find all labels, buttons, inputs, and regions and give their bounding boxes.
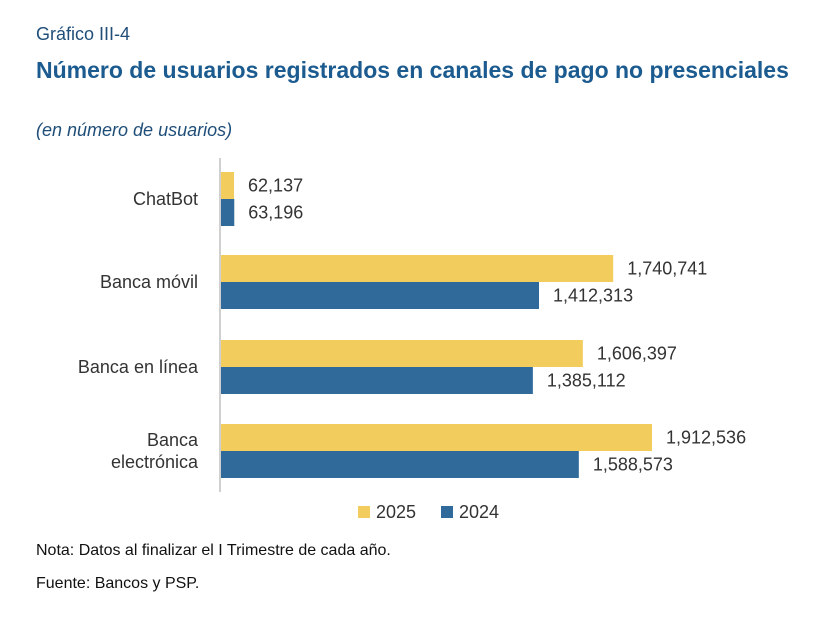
- data-label: 1,740,741: [627, 259, 707, 279]
- chart-number: Gráfico III-4: [36, 24, 131, 44]
- bar-2024: [220, 199, 235, 226]
- chart-title: Número de usuarios registrados en canale…: [36, 57, 789, 83]
- bar-2024: [220, 367, 533, 394]
- data-label: 1,588,573: [593, 455, 673, 475]
- category-label: Banca electrónica: [111, 430, 199, 472]
- legend-swatch-2025: [358, 506, 370, 518]
- bar-2025: [220, 340, 583, 367]
- bar-2024: [220, 451, 579, 478]
- data-label: 63,196: [248, 203, 303, 223]
- legend-label: 2025: [376, 502, 416, 522]
- data-label: 1,912,536: [666, 428, 746, 448]
- legend-swatch-2024: [441, 506, 453, 518]
- bar-2025: [220, 424, 652, 451]
- bar-2025: [220, 172, 235, 199]
- data-label: 1,412,313: [553, 286, 633, 306]
- legend-label: 2024: [459, 502, 499, 522]
- chart-subtitle: (en número de usuarios): [36, 120, 233, 140]
- chart-source: Fuente: Bancos y PSP.: [36, 575, 200, 592]
- category-label: Banca móvil: [100, 272, 198, 292]
- category-label: ChatBot: [133, 189, 198, 209]
- category-label: Banca en línea: [78, 357, 199, 377]
- bar-2024: [220, 282, 540, 309]
- data-label: 1,606,397: [597, 344, 677, 364]
- chart-note: Nota: Datos al finalizar el I Trimestre …: [36, 542, 391, 559]
- data-label: 62,137: [248, 176, 303, 196]
- bar-2025: [220, 255, 614, 282]
- data-label: 1,385,112: [547, 371, 626, 391]
